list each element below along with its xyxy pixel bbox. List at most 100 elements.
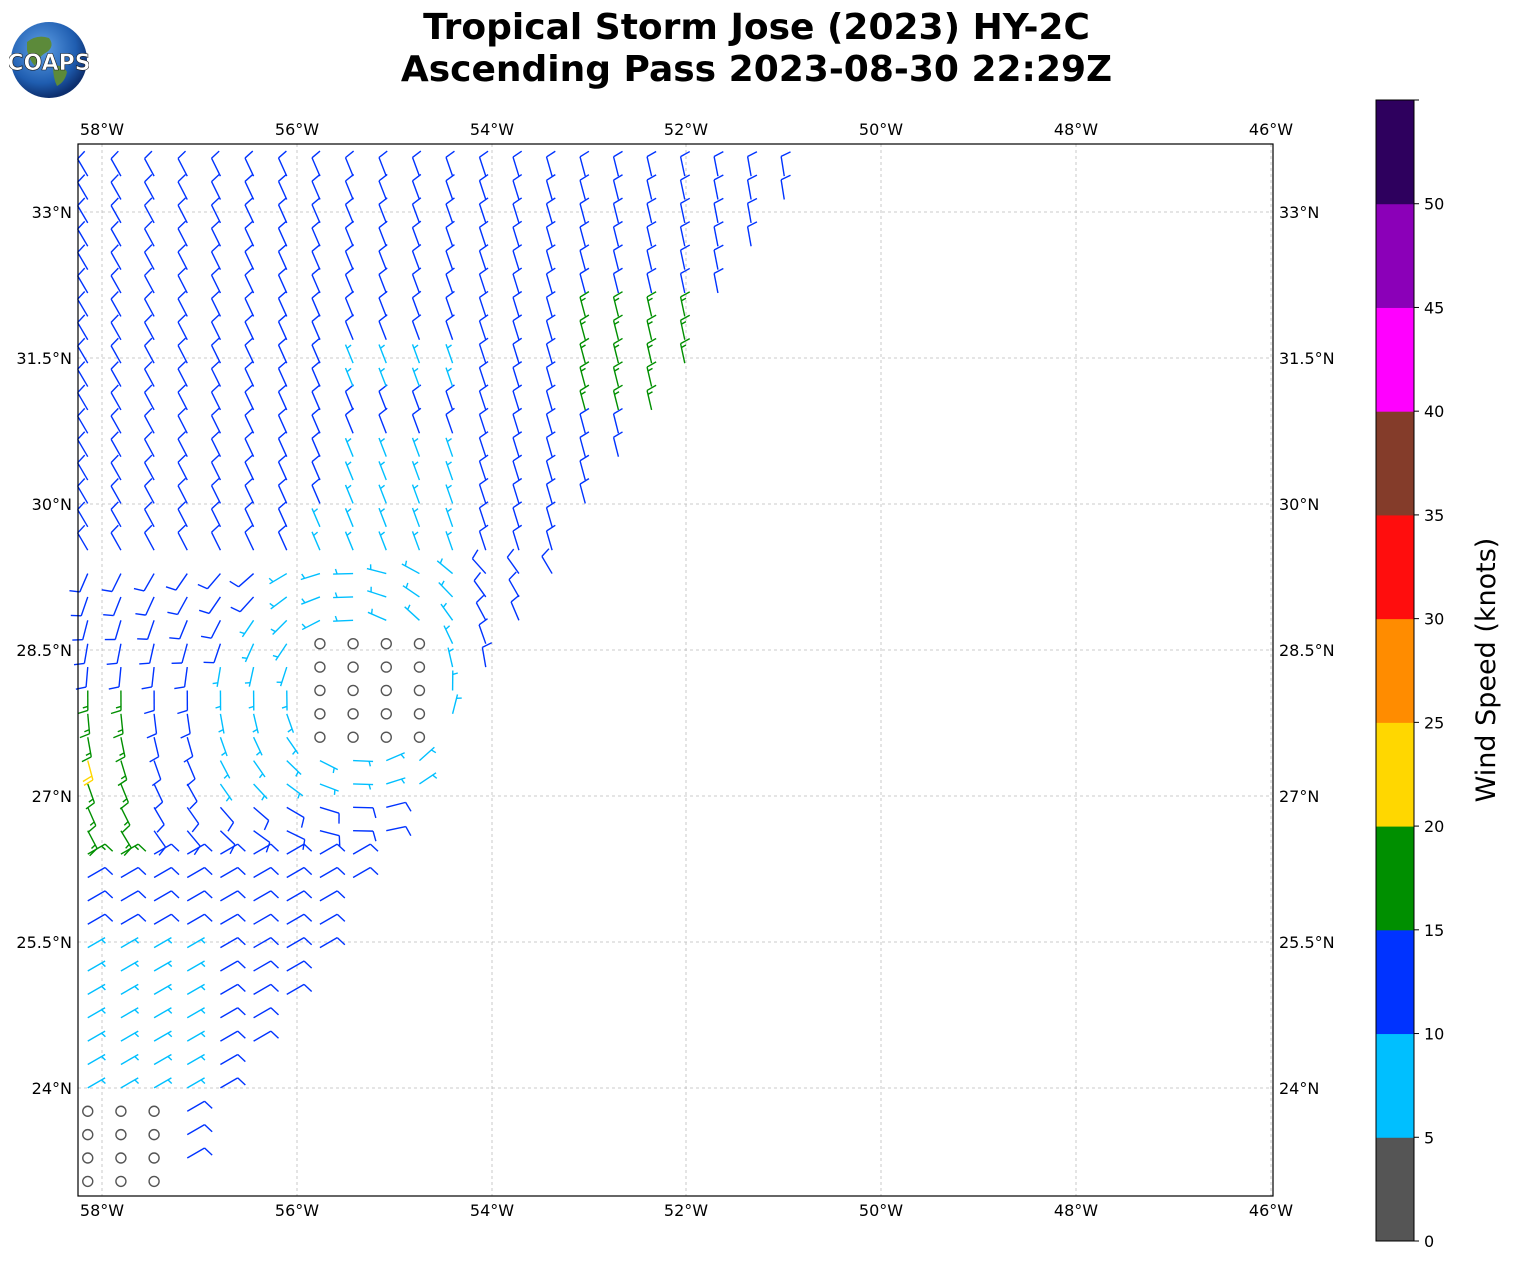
barb-feather [77, 454, 86, 464]
barb-feather [512, 267, 523, 275]
barb-half-feather [301, 573, 306, 579]
wind-barb [445, 267, 455, 294]
barb-shaft [404, 606, 420, 621]
barb-half-feather [167, 985, 173, 991]
barb-feather [244, 337, 254, 346]
barb-feather [144, 501, 153, 510]
barb-feather [237, 983, 246, 993]
barb-shaft [286, 960, 305, 972]
wind-barb [120, 843, 147, 855]
barb-shaft [344, 508, 354, 528]
colorbar-tick-label: 20 [1424, 817, 1444, 836]
barb-feather [372, 830, 377, 842]
calm-circle [347, 684, 359, 697]
barb-half-feather [268, 577, 274, 583]
colorbar-tick-label: 45 [1424, 298, 1444, 317]
barb-half-feather [101, 1009, 106, 1014]
wind-barb [277, 314, 288, 341]
wind-barb [473, 571, 487, 598]
calm-circle [314, 661, 326, 673]
barb-feather [85, 802, 95, 810]
lat-tick-label-left: 25.5°N [16, 933, 72, 952]
barb-feather [110, 314, 119, 323]
wind-barb [137, 620, 155, 640]
barb-shaft [386, 801, 406, 809]
wind-barb [153, 913, 180, 925]
barb-shaft [244, 274, 255, 294]
colorbar-segment [1376, 826, 1414, 931]
barb-feather [79, 733, 90, 739]
barb-feather [110, 267, 119, 277]
wind-barb [478, 150, 489, 177]
barb-feather [244, 360, 254, 369]
barb-feather [311, 360, 321, 369]
barb-shaft [311, 344, 321, 364]
wind-barb [115, 1175, 127, 1188]
wind-barb [219, 806, 235, 832]
wind-barb [186, 1053, 206, 1066]
barb-half-feather [346, 508, 352, 513]
barb-shaft [77, 532, 89, 551]
barb-shaft [612, 156, 620, 177]
barb-feather [237, 1077, 246, 1086]
lat-tick-label-right: 24°N [1279, 1079, 1319, 1098]
wind-barb [197, 573, 221, 590]
barb-shaft [77, 181, 89, 200]
wind-barb [314, 708, 326, 720]
barb-shaft [253, 890, 272, 902]
barb-feather [156, 824, 165, 833]
barb-feather [270, 960, 279, 969]
barb-shaft [344, 484, 354, 504]
barb-shaft [579, 250, 586, 270]
barb-feather [311, 431, 321, 439]
barb-shaft [277, 484, 288, 504]
wind-barb [445, 531, 454, 551]
wind-barb [143, 384, 155, 411]
wind-barb [646, 361, 657, 387]
wind-barb [612, 150, 623, 177]
colorbar-tick-label: 25 [1424, 713, 1444, 732]
barb-feather [170, 913, 180, 922]
barb-feather [445, 150, 455, 158]
wind-barb [186, 937, 206, 949]
wind-barb [133, 573, 155, 592]
lon-tick-label-bottom: 46°W [1249, 1201, 1293, 1220]
barb-feather [278, 337, 287, 346]
wind-barb [148, 1152, 160, 1164]
barb-feather [445, 290, 455, 299]
barb-shaft [186, 1100, 205, 1112]
wind-barb [149, 737, 160, 763]
lon-tick-label-top: 54°W [470, 120, 514, 139]
barb-feather [546, 174, 556, 181]
barb-shaft [177, 368, 188, 387]
barb-feather [158, 846, 167, 856]
barb-feather [311, 244, 321, 252]
barb-shaft [344, 180, 354, 200]
barb-shaft [210, 298, 222, 317]
wind-barb [143, 524, 155, 551]
wind-barb [253, 830, 271, 853]
barb-shaft [512, 437, 520, 457]
wind-barb [411, 407, 422, 434]
barb-half-feather [368, 784, 372, 790]
wind-barb [679, 337, 691, 364]
barb-shaft [77, 462, 89, 481]
barb-half-feather [580, 320, 586, 325]
barb-shaft [244, 643, 255, 663]
wind-barb [445, 173, 455, 200]
wind-barb [545, 220, 556, 247]
wind-barb [512, 220, 523, 247]
wind-barb [177, 197, 188, 224]
barb-shaft [344, 461, 354, 481]
barb-half-feather [269, 602, 275, 608]
lat-tick-label-right: 33°N [1279, 203, 1319, 222]
wind-barb [579, 384, 590, 411]
barb-shaft [120, 1053, 139, 1066]
barb-feather [479, 360, 489, 369]
wind-barb [87, 913, 114, 925]
barb-half-feather [647, 344, 653, 349]
colorbar-tick-label: 50 [1424, 195, 1444, 214]
barb-shaft [87, 1077, 106, 1089]
barb-feather [579, 361, 590, 368]
wind-barb [512, 197, 523, 224]
